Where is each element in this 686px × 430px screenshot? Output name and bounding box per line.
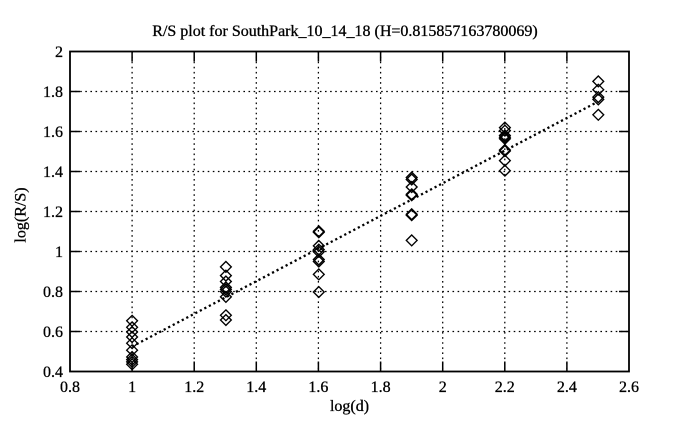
svg-text:0.4: 0.4 [43,364,63,381]
svg-text:1.4: 1.4 [246,379,266,396]
svg-text:1.8: 1.8 [43,84,63,101]
svg-text:1.8: 1.8 [371,379,391,396]
svg-text:2: 2 [55,44,63,61]
svg-text:2.6: 2.6 [619,379,639,396]
svg-text:log(R/S): log(R/S) [13,187,30,242]
svg-text:0.6: 0.6 [43,324,63,341]
svg-text:R/S plot for SouthPark_10_14_1: R/S plot for SouthPark_10_14_18 (H=0.815… [152,23,537,40]
svg-text:1.2: 1.2 [43,204,63,221]
svg-text:log(d): log(d) [330,398,369,415]
svg-text:0.8: 0.8 [60,379,80,396]
svg-text:2: 2 [439,379,447,396]
svg-text:2.2: 2.2 [495,379,515,396]
svg-text:1: 1 [55,244,63,261]
svg-text:1.6: 1.6 [308,379,328,396]
svg-text:1.4: 1.4 [43,164,63,181]
svg-text:0.8: 0.8 [43,284,63,301]
svg-text:1.2: 1.2 [184,379,204,396]
svg-text:1: 1 [128,379,136,396]
svg-text:2.4: 2.4 [557,379,577,396]
svg-text:1.6: 1.6 [43,124,63,141]
